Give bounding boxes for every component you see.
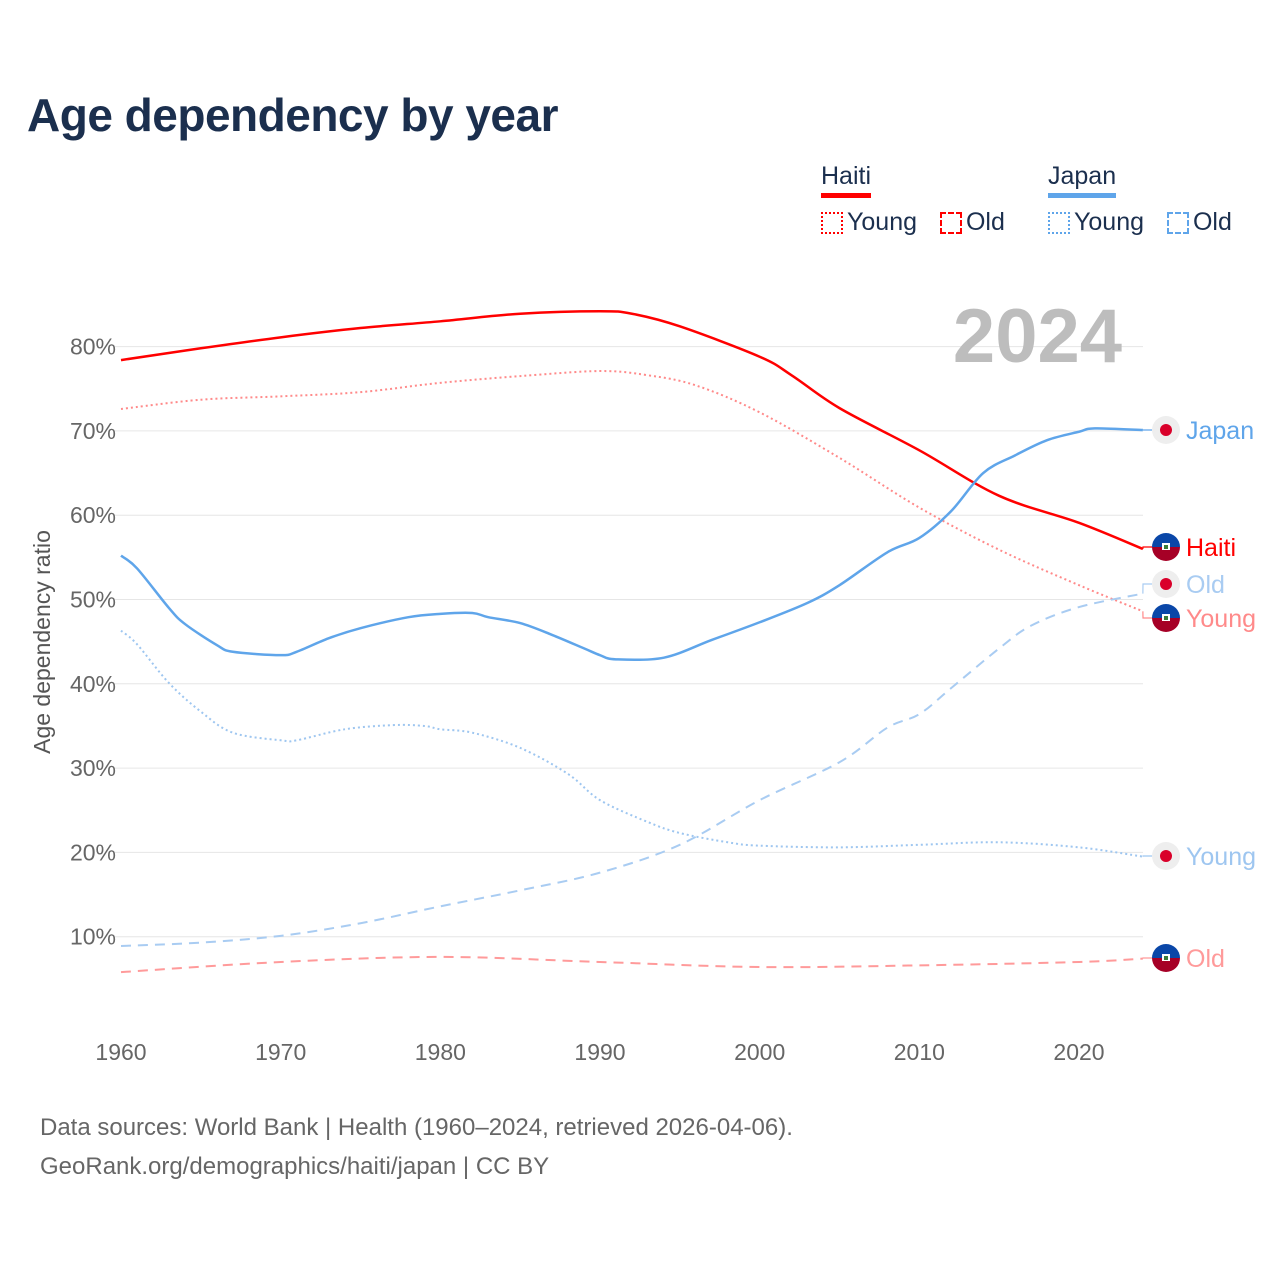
legend-japan-young: Young	[1048, 208, 1144, 237]
legend-label: Young	[847, 208, 917, 236]
dotted-swatch-icon	[1048, 211, 1070, 234]
y-tick-label: 80%	[70, 334, 116, 360]
series-line-haiti	[120, 309, 1144, 551]
source-note: Data sources: World Bank | Health (1960–…	[40, 1108, 793, 1186]
label-connector	[1142, 611, 1152, 619]
year-watermark: 2024	[953, 294, 1122, 379]
dashed-swatch-icon	[939, 211, 962, 234]
haiti-flag-icon	[1152, 944, 1180, 972]
end-label: Young	[1186, 605, 1256, 633]
y-axis-label: Age dependency ratio	[29, 530, 55, 754]
dashed-swatch-icon	[1166, 211, 1189, 234]
label-connector	[1142, 957, 1152, 959]
legend-japan: Japan Young Old	[1048, 162, 1248, 241]
series-line-japan-young	[120, 629, 1144, 858]
japan-flag-icon	[1152, 570, 1180, 598]
label-connector	[1142, 546, 1152, 549]
end-label: Old	[1186, 571, 1225, 599]
series-line-japan-old	[120, 592, 1144, 947]
dotted-swatch-icon	[821, 211, 843, 234]
end-label: Young	[1186, 843, 1256, 871]
y-tick-label: 20%	[70, 839, 116, 865]
end-label: Old	[1186, 945, 1225, 973]
chart-title: Age dependency by year	[27, 89, 558, 141]
series-line-haiti-young	[120, 370, 1144, 613]
source-line-2: GeoRank.org/demographics/haiti/japan | C…	[40, 1153, 550, 1180]
x-tick-label: 1980	[415, 1039, 466, 1065]
legend-haiti-label: Haiti	[821, 162, 872, 198]
x-tick-label: 2020	[1053, 1039, 1104, 1065]
series-line-japan	[120, 427, 1143, 662]
legend-japan-old: Old	[1166, 208, 1232, 237]
legend-japan-label: Japan	[1048, 162, 1117, 198]
source-line-1: Data sources: World Bank | Health (1960–…	[40, 1114, 793, 1141]
y-tick-label: 30%	[70, 755, 116, 781]
series-line-haiti-old	[120, 955, 1143, 974]
x-tick-label: 1990	[574, 1039, 625, 1065]
legend-label: Old	[1192, 208, 1232, 236]
y-tick-label: 60%	[70, 502, 116, 528]
haiti-flag-icon	[1152, 604, 1180, 632]
y-tick-label: 40%	[70, 671, 116, 697]
end-label: Japan	[1186, 417, 1254, 445]
legend-label: Young	[1074, 208, 1144, 236]
x-tick-label: 2010	[894, 1039, 945, 1065]
y-tick-label: 10%	[70, 924, 116, 950]
end-label: Haiti	[1186, 534, 1236, 562]
legend-haiti-old: Old	[939, 208, 1005, 237]
label-connector	[1142, 855, 1152, 857]
legend-haiti: Haiti Young Old	[821, 162, 1021, 241]
label-connector	[1142, 583, 1152, 594]
x-tick-label: 1960	[95, 1039, 146, 1065]
y-tick-label: 70%	[70, 418, 116, 444]
japan-flag-icon	[1152, 842, 1180, 870]
japan-flag-icon	[1152, 416, 1180, 444]
legend-label: Old	[965, 208, 1005, 236]
x-tick-label: 2000	[734, 1039, 785, 1065]
haiti-flag-icon	[1152, 533, 1180, 561]
legend-haiti-young: Young	[821, 208, 917, 237]
y-tick-label: 50%	[70, 587, 116, 613]
x-tick-label: 1970	[255, 1039, 306, 1065]
